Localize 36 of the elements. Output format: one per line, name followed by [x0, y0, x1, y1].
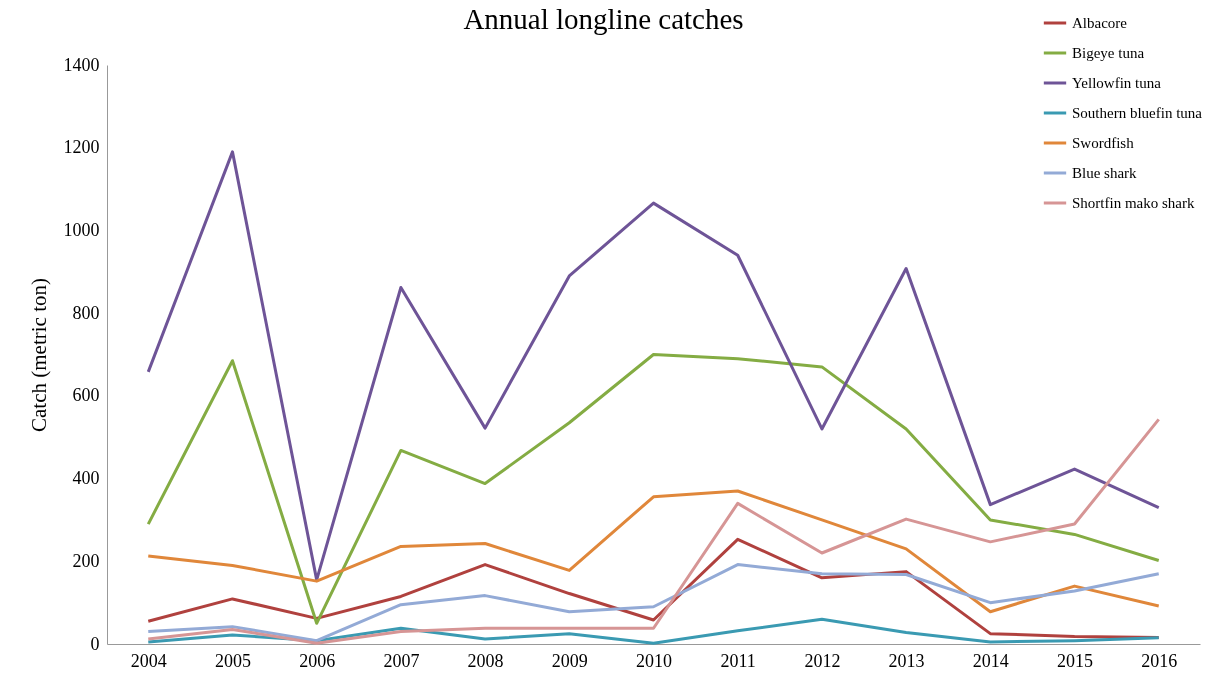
- line-series: [146, 353, 1161, 625]
- legend-label: Albacore: [1072, 15, 1128, 31]
- y-tick-label: 1400: [63, 54, 100, 75]
- x-tick-label: 2006: [299, 650, 336, 671]
- y-tick-label: 1200: [63, 137, 100, 158]
- y-tick-label: 600: [72, 385, 100, 406]
- y-tick-label: 1000: [63, 219, 100, 240]
- y-tick-label: 200: [72, 550, 100, 571]
- x-tick-label: 2015: [1057, 650, 1094, 671]
- legend-label: Yellowfin tuna: [1072, 75, 1162, 91]
- x-tick-label: 2013: [888, 650, 925, 671]
- legend-label: Bigeye tuna: [1072, 45, 1145, 61]
- x-tick-label: 2016: [1141, 650, 1178, 671]
- y-tick-label: 800: [72, 302, 100, 323]
- legend-label: Blue shark: [1072, 165, 1138, 181]
- chart-title: Annual longline catches: [463, 3, 744, 35]
- line-series: [146, 617, 1161, 645]
- line-series: [146, 489, 1161, 614]
- x-tick-label: 2008: [467, 650, 504, 671]
- y-tick-label: 0: [90, 633, 100, 654]
- x-tick-label: 2005: [214, 650, 251, 671]
- legend-label: Southern bluefin tuna: [1072, 105, 1203, 121]
- line-series: [146, 417, 1161, 645]
- legend-label: Swordfish: [1072, 135, 1135, 151]
- x-tick-label: 2014: [972, 650, 1009, 671]
- x-tick-label: 2004: [130, 650, 167, 671]
- line-series: [146, 150, 1161, 582]
- y-axis-title: Catch (metric ton): [26, 278, 51, 432]
- x-tick-label: 2010: [636, 650, 672, 671]
- y-tick-label: 400: [72, 468, 100, 489]
- x-tick-label: 2007: [383, 650, 420, 671]
- line-series: [146, 563, 1161, 643]
- legend-label: Shortfin mako shark: [1072, 195, 1195, 211]
- x-tick-label: 2012: [804, 650, 841, 671]
- x-tick-label: 2009: [551, 650, 588, 671]
- x-tick-label: 2011: [720, 650, 756, 671]
